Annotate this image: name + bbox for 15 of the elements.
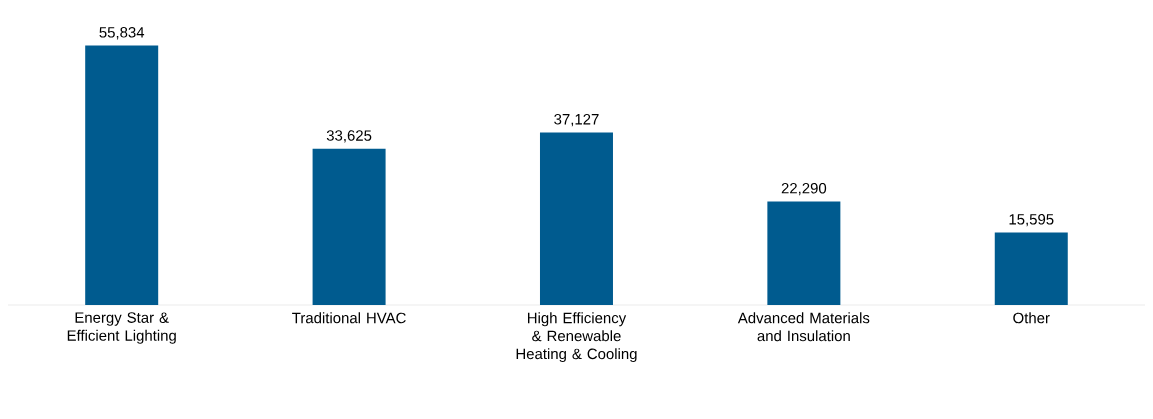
data-label: 55,834 <box>99 27 145 40</box>
data-label: 15,595 <box>1009 214 1054 227</box>
bar <box>312 148 386 305</box>
data-label: 33,625 <box>326 130 372 143</box>
x-tick-label: High Efficiency & Renewable Heating & Cooling <box>516 312 637 363</box>
x-tick-label: Energy Star & Efficient Lighting <box>67 312 176 344</box>
data-label: 22,290 <box>781 182 827 196</box>
bar <box>767 201 841 305</box>
bar <box>539 132 613 305</box>
x-tick-label: Other <box>1013 312 1050 324</box>
bar <box>85 45 159 305</box>
bar <box>994 232 1068 305</box>
x-tick-label: Advanced Materials and Insulation <box>737 312 870 342</box>
data-label: 37,127 <box>554 113 599 127</box>
x-tick-label: Traditional HVAC <box>292 312 406 324</box>
